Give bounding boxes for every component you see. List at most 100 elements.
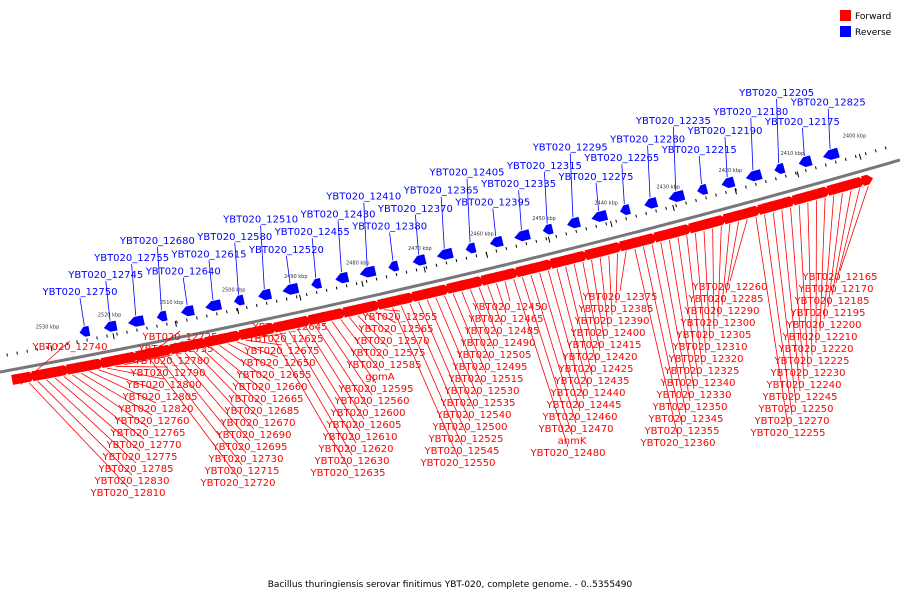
reverse-gene-label[interactable]: YBT020_12370	[377, 204, 453, 215]
forward-gene-label[interactable]: YBT020_12220	[778, 344, 854, 355]
forward-gene-label[interactable]: YBT020_12355	[644, 426, 720, 437]
forward-gene-label[interactable]: YBT020_12535	[440, 398, 516, 409]
forward-gene-label[interactable]: YBT020_12480	[530, 448, 606, 459]
forward-gene-label[interactable]: YBT020_12305	[676, 330, 752, 341]
forward-gene-label[interactable]: YBT020_12595	[338, 384, 414, 395]
reverse-gene-label[interactable]: YBT020_12280	[609, 135, 685, 146]
forward-gene-label[interactable]: YBT020_12635	[310, 468, 386, 479]
forward-gene-label[interactable]: YBT020_12670	[220, 418, 296, 429]
reverse-gene-label[interactable]: YBT020_12315	[506, 161, 582, 172]
forward-gene-label[interactable]: YBT020_12695	[212, 442, 288, 453]
forward-gene-label[interactable]: YBT020_12630	[314, 456, 390, 467]
forward-gene-label[interactable]: YBT020_12255	[750, 428, 826, 439]
forward-gene-label[interactable]: YBT020_12285	[688, 294, 764, 305]
reverse-gene-label[interactable]: YBT020_12180	[712, 107, 788, 118]
reverse-gene-label[interactable]: YBT020_12825	[790, 98, 866, 109]
forward-gene-label[interactable]: YBT020_12660	[232, 382, 308, 393]
reverse-gene-label[interactable]: YBT020_12455	[274, 227, 350, 238]
forward-gene-label[interactable]: YBT020_12805	[122, 392, 198, 403]
forward-gene-label[interactable]: YBT020_12465	[468, 314, 544, 325]
forward-gene-label[interactable]: YBT020_12690	[216, 430, 292, 441]
reverse-gene-label[interactable]: YBT020_12265	[583, 153, 659, 164]
forward-gene-label[interactable]: YBT020_12810	[90, 488, 166, 499]
forward-gene-label[interactable]: YBT020_12470	[538, 424, 614, 435]
forward-gene-label[interactable]: YBT020_12185	[794, 296, 870, 307]
forward-gene-label[interactable]: YBT020_12435	[554, 376, 630, 387]
forward-gene-label[interactable]: YBT020_12610	[322, 432, 398, 443]
reverse-gene-label[interactable]: YBT020_12520	[248, 245, 324, 256]
forward-gene-label[interactable]: YBT020_12450	[472, 302, 548, 313]
forward-gene-label[interactable]: YBT020_12290	[684, 306, 760, 317]
forward-gene-label[interactable]: YBT020_12620	[318, 444, 394, 455]
reverse-gene-label[interactable]: YBT020_12190	[687, 126, 763, 137]
forward-gene-label[interactable]: YBT020_12385	[578, 304, 654, 315]
forward-gene-label[interactable]: YBT020_12565	[358, 324, 434, 335]
forward-gene-label[interactable]: YBT020_12625	[248, 334, 324, 345]
forward-gene-label[interactable]: YBT020_12310	[672, 342, 748, 353]
forward-gene-label[interactable]: YBT020_12645	[252, 322, 328, 333]
forward-gene-label[interactable]: YBT020_12260	[692, 282, 768, 293]
reverse-gene-label[interactable]: YBT020_12295	[532, 142, 608, 153]
forward-gene-label[interactable]: YBT020_12605	[326, 420, 402, 431]
forward-gene-label[interactable]: YBT020_12530	[444, 386, 520, 397]
forward-gene-label[interactable]: YBT020_12570	[354, 336, 430, 347]
forward-gene-label[interactable]: YBT020_12400	[570, 328, 646, 339]
forward-gene-label[interactable]: YBT020_12230	[770, 368, 846, 379]
forward-gene-label[interactable]: YBT020_12515	[448, 374, 524, 385]
reverse-gene-label[interactable]: YBT020_12680	[119, 236, 195, 247]
forward-gene-label[interactable]: YBT020_12360	[640, 438, 716, 449]
reverse-gene-label[interactable]: YBT020_12365	[403, 186, 479, 197]
forward-gene-label[interactable]: YBT020_12340	[660, 378, 736, 389]
forward-gene-label[interactable]: YBT020_12485	[464, 326, 540, 337]
reverse-gene-label[interactable]: YBT020_12430	[300, 209, 376, 220]
forward-gene-label[interactable]: YBT020_12320	[668, 354, 744, 365]
forward-gene-label[interactable]: YBT020_12545	[424, 446, 500, 457]
forward-gene-label[interactable]: YBT020_12730	[208, 454, 284, 465]
forward-gene-label[interactable]: YBT020_12525	[428, 434, 504, 445]
forward-gene-label[interactable]: YBT020_12780	[134, 356, 210, 367]
forward-gene-label[interactable]: YBT020_12765	[110, 428, 186, 439]
forward-gene-label[interactable]: YBT020_12300	[680, 318, 756, 329]
forward-gene-label[interactable]: YBT020_12575	[350, 348, 426, 359]
forward-gene-label[interactable]: YBT020_12760	[114, 416, 190, 427]
forward-gene-label[interactable]: YBT020_12345	[648, 414, 724, 425]
forward-gene-label[interactable]: YBT020_12425	[558, 364, 634, 375]
reverse-gene-label[interactable]: YBT020_12755	[93, 253, 169, 264]
forward-gene-label[interactable]: gpmA	[365, 372, 394, 383]
reverse-gene-label[interactable]: YBT020_12335	[480, 179, 556, 190]
forward-gene-label[interactable]: YBT020_12790	[130, 368, 206, 379]
forward-gene-label[interactable]: YBT020_12415	[566, 340, 642, 351]
forward-gene-label[interactable]: YBT020_12325	[664, 366, 740, 377]
forward-gene-label[interactable]: YBT020_12800	[126, 380, 202, 391]
forward-gene-label[interactable]: YBT020_12200	[786, 320, 862, 331]
forward-gene-label[interactable]: YBT020_12650	[240, 358, 316, 369]
forward-gene-label[interactable]: YBT020_12225	[774, 356, 850, 367]
forward-gene-label[interactable]: YBT020_12665	[228, 394, 304, 405]
forward-gene-label[interactable]: YBT020_12830	[94, 476, 170, 487]
forward-gene-label[interactable]: YBT020_12540	[436, 410, 512, 421]
forward-gene-label[interactable]: YBT020_12655	[236, 370, 312, 381]
forward-gene-label[interactable]: YBT020_12785	[98, 464, 174, 475]
forward-gene-label[interactable]: YBT020_12460	[542, 412, 618, 423]
forward-gene-label[interactable]: YBT020_12505	[456, 350, 532, 361]
forward-gene-label[interactable]: YBT020_12245	[762, 392, 838, 403]
forward-gene-label[interactable]: YBT020_12490	[460, 338, 536, 349]
forward-gene-label[interactable]: YBT020_12195	[790, 308, 866, 319]
forward-gene-label[interactable]: YBT020_12550	[420, 458, 496, 469]
forward-gene-label[interactable]: YBT020_12685	[224, 406, 300, 417]
reverse-gene-label[interactable]: YBT020_12380	[351, 222, 427, 233]
forward-gene-label[interactable]: YBT020_12375	[582, 292, 658, 303]
reverse-gene-label[interactable]: YBT020_12395	[454, 197, 530, 208]
forward-gene-label[interactable]: YBT020_12165	[802, 272, 878, 283]
forward-gene-label[interactable]: YBT020_12770	[106, 440, 182, 451]
forward-gene-label[interactable]: YBT020_12725	[142, 332, 218, 343]
forward-gene-label[interactable]: YBT020_12445	[546, 400, 622, 411]
forward-gene-label[interactable]: YBT020_12500	[432, 422, 508, 433]
forward-gene-label[interactable]: YBT020_12715	[204, 466, 280, 477]
reverse-gene-label[interactable]: YBT020_12640	[145, 267, 221, 278]
forward-gene-label[interactable]: YBT020_12735	[138, 344, 214, 355]
reverse-gene-label[interactable]: YBT020_12750	[42, 287, 118, 298]
reverse-gene-label[interactable]: YBT020_12615	[171, 249, 247, 260]
forward-gene-label[interactable]: YBT020_12740	[32, 342, 108, 353]
forward-gene-label[interactable]: YBT020_12240	[766, 380, 842, 391]
